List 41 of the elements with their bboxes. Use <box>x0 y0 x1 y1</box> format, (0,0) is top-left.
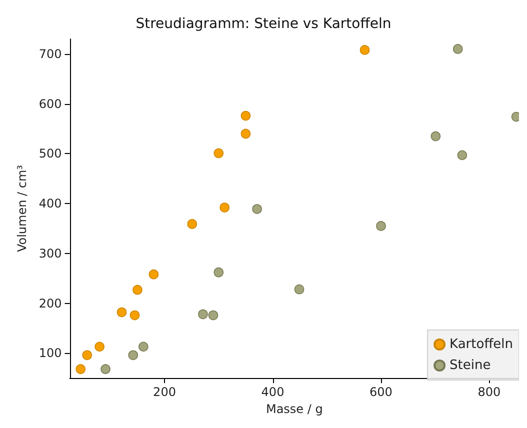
y-tick-label: 700 <box>38 46 62 61</box>
point <box>116 307 127 318</box>
point <box>187 219 198 229</box>
point <box>214 148 224 158</box>
y-tick-label: 400 <box>38 196 62 211</box>
y-tick-label: 300 <box>38 246 62 260</box>
y-axis-title: Volumen / cm³ <box>15 164 29 252</box>
point <box>294 284 304 294</box>
x-tick-label: 800 <box>478 385 501 400</box>
point <box>220 202 230 212</box>
point <box>457 150 468 160</box>
y-tick-label: 100 <box>38 346 62 360</box>
x-axis-title: Masse / g <box>266 402 323 416</box>
x-tick-label: 600 <box>370 385 392 400</box>
point <box>214 267 224 278</box>
point <box>100 364 110 374</box>
point <box>148 269 159 280</box>
point <box>82 350 92 360</box>
point <box>430 131 441 142</box>
x-tick-label: 400 <box>261 385 284 400</box>
point <box>76 364 86 374</box>
point <box>128 350 138 360</box>
point <box>138 342 148 352</box>
point <box>208 310 218 320</box>
point <box>132 284 142 295</box>
point <box>252 204 262 214</box>
y-tick-label: 500 <box>38 146 62 161</box>
point <box>240 128 251 139</box>
legend-label: Steine <box>450 358 491 373</box>
point <box>198 309 208 320</box>
x-tick-label: 200 <box>153 385 176 400</box>
point <box>130 310 140 320</box>
legend-label: Kartoffeln <box>450 337 514 352</box>
y-tick-label: 200 <box>38 296 62 310</box>
point <box>376 221 386 231</box>
point <box>360 45 370 55</box>
y-tick-label: 600 <box>38 96 62 111</box>
point <box>94 342 104 352</box>
point <box>452 44 463 54</box>
point <box>240 110 251 121</box>
chart-title: Streudiagramm: Steine vs Kartoffeln <box>136 16 392 32</box>
